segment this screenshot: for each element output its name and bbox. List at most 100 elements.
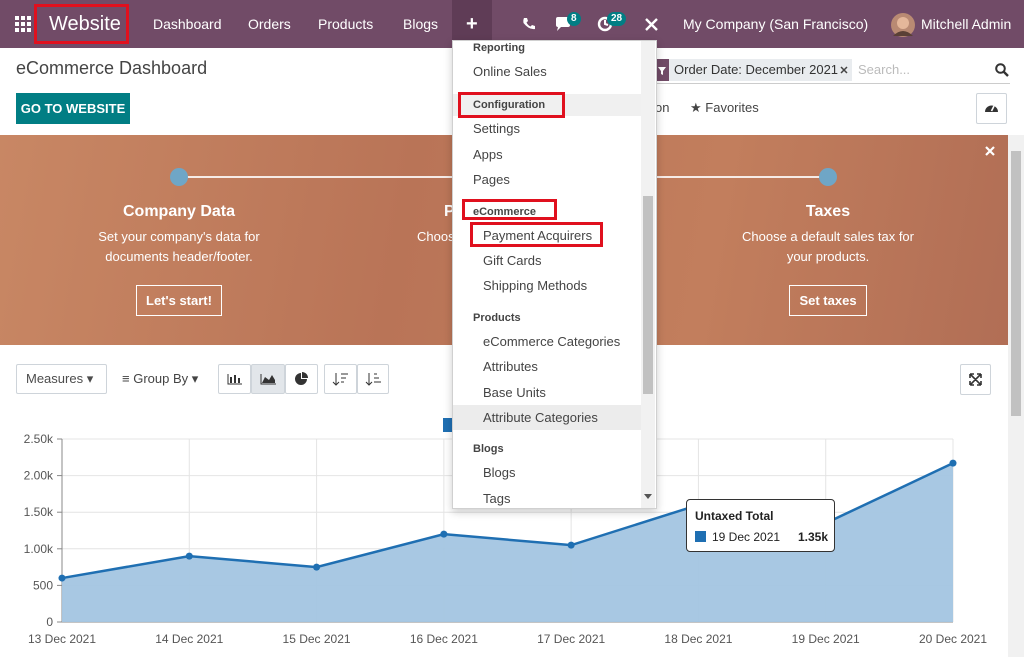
menu-item[interactable]: Blogs: [483, 465, 516, 481]
x-tick-label: 20 Dec 2021: [919, 632, 987, 646]
chart: 0 500 1.00k 1.50k 2.00k 2.50k 13 Dec 2021 14 De…: [24, 418, 987, 646]
expand-button[interactable]: [960, 364, 991, 395]
nav-item[interactable]: Dashboard: [153, 16, 222, 32]
menu-scrollbar: [641, 41, 655, 508]
x-tick-label: 16 Dec 2021: [410, 632, 478, 646]
sort-asc-button[interactable]: [357, 364, 389, 394]
step-button[interactable]: Set taxes: [789, 285, 867, 316]
go-to-website-button[interactable]: GO TO WEBSITE: [16, 93, 130, 124]
x-tick-label: 19 Dec 2021: [792, 632, 860, 646]
sort-desc-button[interactable]: [324, 364, 357, 394]
menu-item[interactable]: Online Sales: [473, 64, 547, 79]
step-title: Company Data: [122, 203, 236, 220]
point: [440, 530, 448, 538]
search-input[interactable]: Search...: [858, 62, 911, 77]
page-scroll-thumb[interactable]: [1011, 151, 1021, 416]
facet-remove[interactable]: [840, 66, 848, 74]
tooltip-date: 19 Dec 2021: [712, 530, 781, 544]
y-tick-label: 1.50k: [24, 505, 54, 519]
menu-item[interactable]: Attribute Categories: [453, 404, 641, 431]
banner-close[interactable]: [985, 146, 995, 156]
page-title: eCommerce Dashboard: [16, 58, 208, 78]
step-title: Taxes: [805, 203, 851, 220]
dashboard-view-button[interactable]: [976, 93, 1007, 124]
group-by-label: Group By: [133, 371, 189, 386]
favorites-label: Favorites: [705, 100, 759, 115]
menu-scroll-down[interactable]: [644, 494, 652, 500]
menu-section-header: Blogs: [473, 443, 504, 456]
avatar[interactable]: [890, 12, 916, 38]
filter-facet[interactable]: Order Date: December 2021: [669, 59, 852, 81]
area: [62, 463, 953, 622]
menu-section-header: eCommerce: [473, 205, 536, 218]
highlight-box: [34, 4, 129, 44]
step-button[interactable]: Let's start!: [136, 285, 222, 316]
menu-item[interactable]: eCommerce Categories: [483, 333, 621, 349]
group-by-button[interactable]: ≡ Group By ▾: [122, 371, 199, 386]
step: Taxes Choose a default sales tax for you…: [728, 203, 928, 316]
favorites-menu[interactable]: ★ Favorites: [690, 100, 759, 115]
highlight-box: [470, 222, 603, 247]
page-scrollbar: [1008, 135, 1024, 657]
highlight-box: [458, 92, 565, 118]
step: Company Data Set your company's data for…: [79, 203, 279, 316]
nav-item[interactable]: Products: [318, 16, 374, 32]
menu-section-header: Reporting: [473, 42, 525, 54]
menu-item[interactable]: Settings: [473, 121, 520, 137]
x-tick-label: 18 Dec 2021: [664, 632, 732, 646]
search-underline: [655, 83, 1010, 84]
tooltip-title: Untaxed Total: [695, 509, 774, 523]
dropdown-menu: Reporting Online Sales Configuration Settin…: [452, 40, 657, 509]
step-text: Choos: [417, 229, 455, 244]
user-menu[interactable]: Mitchell Admin: [921, 16, 1012, 32]
navbar: Website Dashboard Orders Products Blogs …: [0, 0, 1024, 48]
menu-item[interactable]: Pages: [473, 172, 510, 188]
pie-chart-button[interactable]: [285, 364, 318, 394]
y-tick-label: 2.50k: [24, 432, 54, 446]
menu-item[interactable]: Payment Acquirers: [483, 227, 593, 243]
tooltip-value: 1.35k: [797, 530, 828, 544]
menu-item[interactable]: Gift Cards: [483, 252, 542, 268]
nav-item[interactable]: Orders: [248, 16, 291, 32]
menu-item[interactable]: Shipping Methods: [483, 278, 588, 294]
highlight-box: [462, 199, 557, 220]
comparison-menu[interactable]: on: [655, 100, 670, 115]
menu-item[interactable]: Apps: [473, 146, 503, 162]
filter-facet-icon: [655, 59, 669, 81]
point: [949, 459, 957, 467]
plus-button[interactable]: +: [466, 13, 478, 35]
chart-tooltip: Untaxed Total 19 Dec 2021 1.35k: [686, 499, 835, 552]
x-tick-label: 15 Dec 2021: [283, 632, 351, 646]
y-tick-label: 500: [33, 578, 53, 592]
nav-item[interactable]: Blogs: [403, 16, 439, 32]
step-text: Choose a default sales tax for your prod…: [742, 229, 914, 264]
company-switcher[interactable]: My Company (San Francisco): [683, 16, 869, 32]
brand[interactable]: Website: [49, 13, 121, 35]
x-tick-label: 14 Dec 2021: [155, 632, 223, 646]
measures-button[interactable]: Measures ▾: [16, 364, 107, 394]
search-icon[interactable]: [995, 63, 1009, 77]
point: [58, 574, 66, 582]
step-title: P: [444, 203, 455, 220]
menu-section-header: Products: [473, 311, 521, 324]
measures-label: Measures: [26, 371, 84, 386]
menu-scroll-thumb[interactable]: [643, 196, 653, 394]
x-tick-label: 17 Dec 2021: [537, 632, 605, 646]
y-tick-label: 1.00k: [24, 542, 54, 556]
tools-icon[interactable]: [645, 18, 658, 31]
chat-icon[interactable]: [555, 16, 572, 32]
point: [567, 541, 575, 549]
apps-icon[interactable]: [15, 16, 32, 33]
point: [185, 552, 193, 560]
menu-item[interactable]: Tags: [483, 490, 511, 506]
menu-item[interactable]: Base Units: [483, 384, 546, 400]
line-chart-button[interactable]: [251, 364, 285, 394]
step-text: Set your company's data for documents he…: [98, 229, 260, 264]
phone-icon[interactable]: [522, 17, 536, 31]
menu-item[interactable]: Attributes: [483, 359, 538, 375]
x-tick-label: 13 Dec 2021: [28, 632, 96, 646]
step-dot: [170, 168, 188, 186]
bar-chart-button[interactable]: [218, 364, 251, 394]
menu-section-header: Configuration: [453, 94, 641, 117]
